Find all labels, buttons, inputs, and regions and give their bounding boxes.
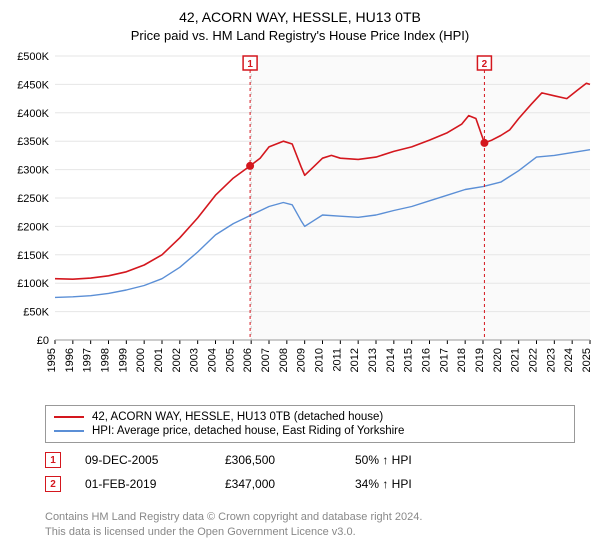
- svg-text:£0: £0: [37, 335, 49, 347]
- svg-text:1: 1: [247, 59, 253, 70]
- svg-text:1998: 1998: [100, 348, 112, 372]
- svg-text:£250K: £250K: [17, 193, 49, 205]
- legend-row: HPI: Average price, detached house, East…: [54, 424, 566, 438]
- svg-text:2004: 2004: [207, 348, 219, 372]
- svg-text:£200K: £200K: [17, 221, 49, 233]
- svg-text:2000: 2000: [135, 348, 147, 372]
- svg-text:2014: 2014: [385, 348, 397, 372]
- svg-text:2025: 2025: [581, 348, 593, 372]
- sales-list: 1 09-DEC-2005£306,50050% ↑ HPI 2 01-FEB-201…: [45, 448, 575, 496]
- svg-text:2015: 2015: [403, 348, 415, 372]
- svg-text:£400K: £400K: [17, 108, 49, 120]
- sale-hpi: 50% ↑ HPI: [355, 453, 485, 467]
- svg-text:2002: 2002: [171, 348, 183, 372]
- svg-text:2011: 2011: [331, 348, 343, 372]
- footer-line2: This data is licensed under the Open Gov…: [45, 525, 422, 540]
- sale-hpi: 34% ↑ HPI: [355, 477, 485, 491]
- svg-text:2: 2: [482, 59, 488, 70]
- sale-row: 1 09-DEC-2005£306,50050% ↑ HPI: [45, 448, 575, 472]
- svg-text:£50K: £50K: [23, 307, 49, 319]
- page-subtitle: Price paid vs. HM Land Registry's House …: [0, 26, 600, 43]
- svg-text:2017: 2017: [438, 348, 450, 372]
- svg-text:£500K: £500K: [17, 51, 49, 63]
- sale-badge: 2: [45, 476, 61, 492]
- svg-text:2021: 2021: [510, 348, 522, 372]
- svg-text:1997: 1997: [82, 348, 94, 372]
- svg-text:£350K: £350K: [17, 136, 49, 148]
- sale-date: 09-DEC-2005: [85, 453, 225, 467]
- svg-text:2006: 2006: [242, 348, 254, 372]
- svg-text:2023: 2023: [545, 348, 557, 372]
- sale-badge: 1: [45, 452, 61, 468]
- svg-text:2016: 2016: [421, 348, 433, 372]
- svg-text:2012: 2012: [349, 348, 361, 372]
- sale-date: 01-FEB-2019: [85, 477, 225, 491]
- svg-text:2018: 2018: [456, 348, 468, 372]
- svg-text:2007: 2007: [260, 348, 272, 372]
- svg-text:2008: 2008: [278, 348, 290, 372]
- svg-text:2005: 2005: [224, 348, 236, 372]
- footer-line1: Contains HM Land Registry data © Crown c…: [45, 510, 422, 525]
- svg-text:£300K: £300K: [17, 165, 49, 177]
- svg-text:1995: 1995: [46, 348, 58, 372]
- sale-price: £347,000: [225, 477, 355, 491]
- page-title: 42, ACORN WAY, HESSLE, HU13 0TB: [0, 0, 600, 26]
- svg-text:2022: 2022: [528, 348, 540, 372]
- legend-row: 42, ACORN WAY, HESSLE, HU13 0TB (detache…: [54, 410, 566, 424]
- footer-attribution: Contains HM Land Registry data © Crown c…: [45, 510, 422, 540]
- svg-text:2001: 2001: [153, 348, 165, 372]
- svg-text:2013: 2013: [367, 348, 379, 372]
- svg-text:1999: 1999: [117, 348, 129, 372]
- legend: 42, ACORN WAY, HESSLE, HU13 0TB (detache…: [45, 405, 575, 443]
- svg-text:2020: 2020: [492, 348, 504, 372]
- price-chart: £0 £50K £100K £150K £200K £250K £300K £350K £400…: [0, 50, 600, 400]
- legend-swatch: [54, 416, 84, 418]
- legend-label: HPI: Average price, detached house, East…: [92, 425, 404, 437]
- sale-row: 2 01-FEB-2019£347,00034% ↑ HPI: [45, 472, 575, 496]
- svg-text:2003: 2003: [189, 348, 201, 372]
- svg-text:2009: 2009: [296, 348, 308, 372]
- legend-swatch: [54, 430, 84, 432]
- legend-label: 42, ACORN WAY, HESSLE, HU13 0TB (detache…: [92, 411, 383, 423]
- svg-text:£100K: £100K: [17, 278, 49, 290]
- svg-text:2010: 2010: [314, 348, 326, 372]
- svg-text:2019: 2019: [474, 348, 486, 372]
- svg-text:£450K: £450K: [17, 79, 49, 91]
- svg-text:2024: 2024: [563, 348, 575, 372]
- sale-price: £306,500: [225, 453, 355, 467]
- svg-text:£150K: £150K: [17, 250, 49, 262]
- svg-text:1996: 1996: [64, 348, 76, 372]
